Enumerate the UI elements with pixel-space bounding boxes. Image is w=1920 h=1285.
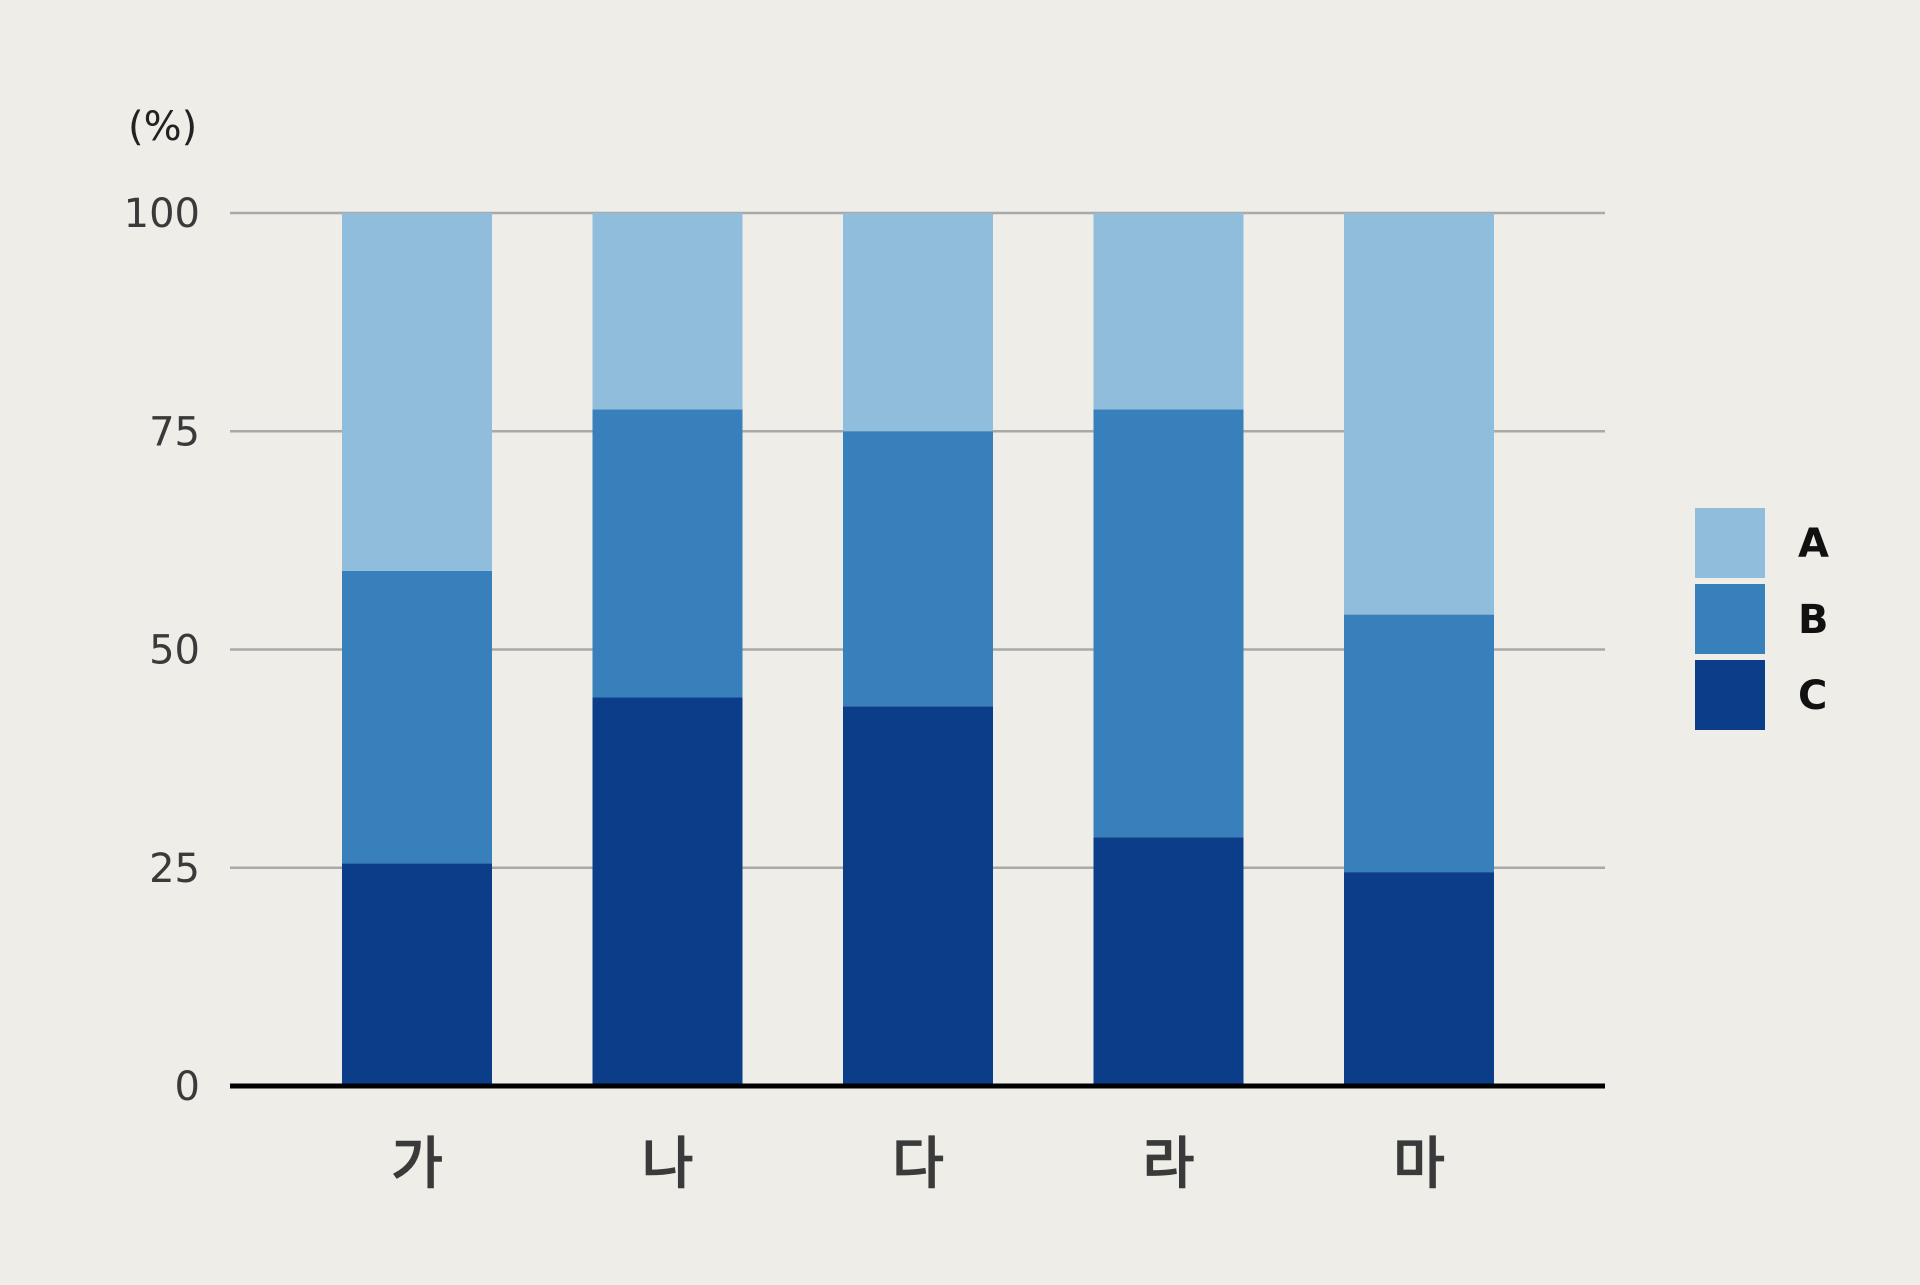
bar-segment-c-5 [1344, 872, 1494, 1086]
bar-segment-c-2 [592, 697, 743, 1086]
x-tick-label: 나 [642, 1132, 694, 1197]
bar-segment-b-3 [843, 431, 993, 707]
bar-segment-c-4 [1093, 837, 1244, 1086]
bar-segment-b-1 [342, 570, 492, 864]
y-tick-label: 0 [175, 1064, 200, 1110]
y-tick-label: 100 [124, 191, 200, 237]
legend-swatch-b [1695, 584, 1765, 654]
bar-segment-c-1 [342, 863, 492, 1086]
legend-swatch-a [1695, 508, 1765, 578]
y-tick-label: 25 [149, 846, 200, 892]
y-unit-label: (%) [128, 104, 197, 150]
y-tick-label: 50 [149, 628, 200, 674]
x-tick-label: 라 [1143, 1132, 1195, 1197]
x-tick-label: 다 [892, 1132, 944, 1197]
bars [342, 213, 1494, 1086]
bar-segment-a-4 [1093, 213, 1244, 410]
bar-segment-a-5 [1344, 213, 1494, 615]
axes: 0 25 50 75 100 가 나 다 라 마 [124, 191, 1605, 1197]
legend-label-a: A [1798, 521, 1829, 567]
x-tick-label: 가 [391, 1132, 443, 1197]
legend: ABC [1695, 508, 1829, 730]
bar-segment-b-4 [1093, 409, 1244, 838]
x-tick-label: 마 [1393, 1132, 1445, 1197]
bar-segment-c-3 [843, 706, 993, 1086]
bar-segment-b-2 [592, 409, 743, 698]
bar-segment-a-3 [843, 213, 993, 432]
y-tick-label: 75 [149, 409, 200, 455]
bar-segment-b-5 [1344, 614, 1494, 873]
bar-segment-a-2 [592, 213, 743, 410]
legend-swatch-c [1695, 660, 1765, 730]
bar-segment-a-1 [342, 213, 492, 571]
legend-label-b: B [1798, 597, 1829, 643]
legend-label-c: C [1798, 673, 1827, 719]
